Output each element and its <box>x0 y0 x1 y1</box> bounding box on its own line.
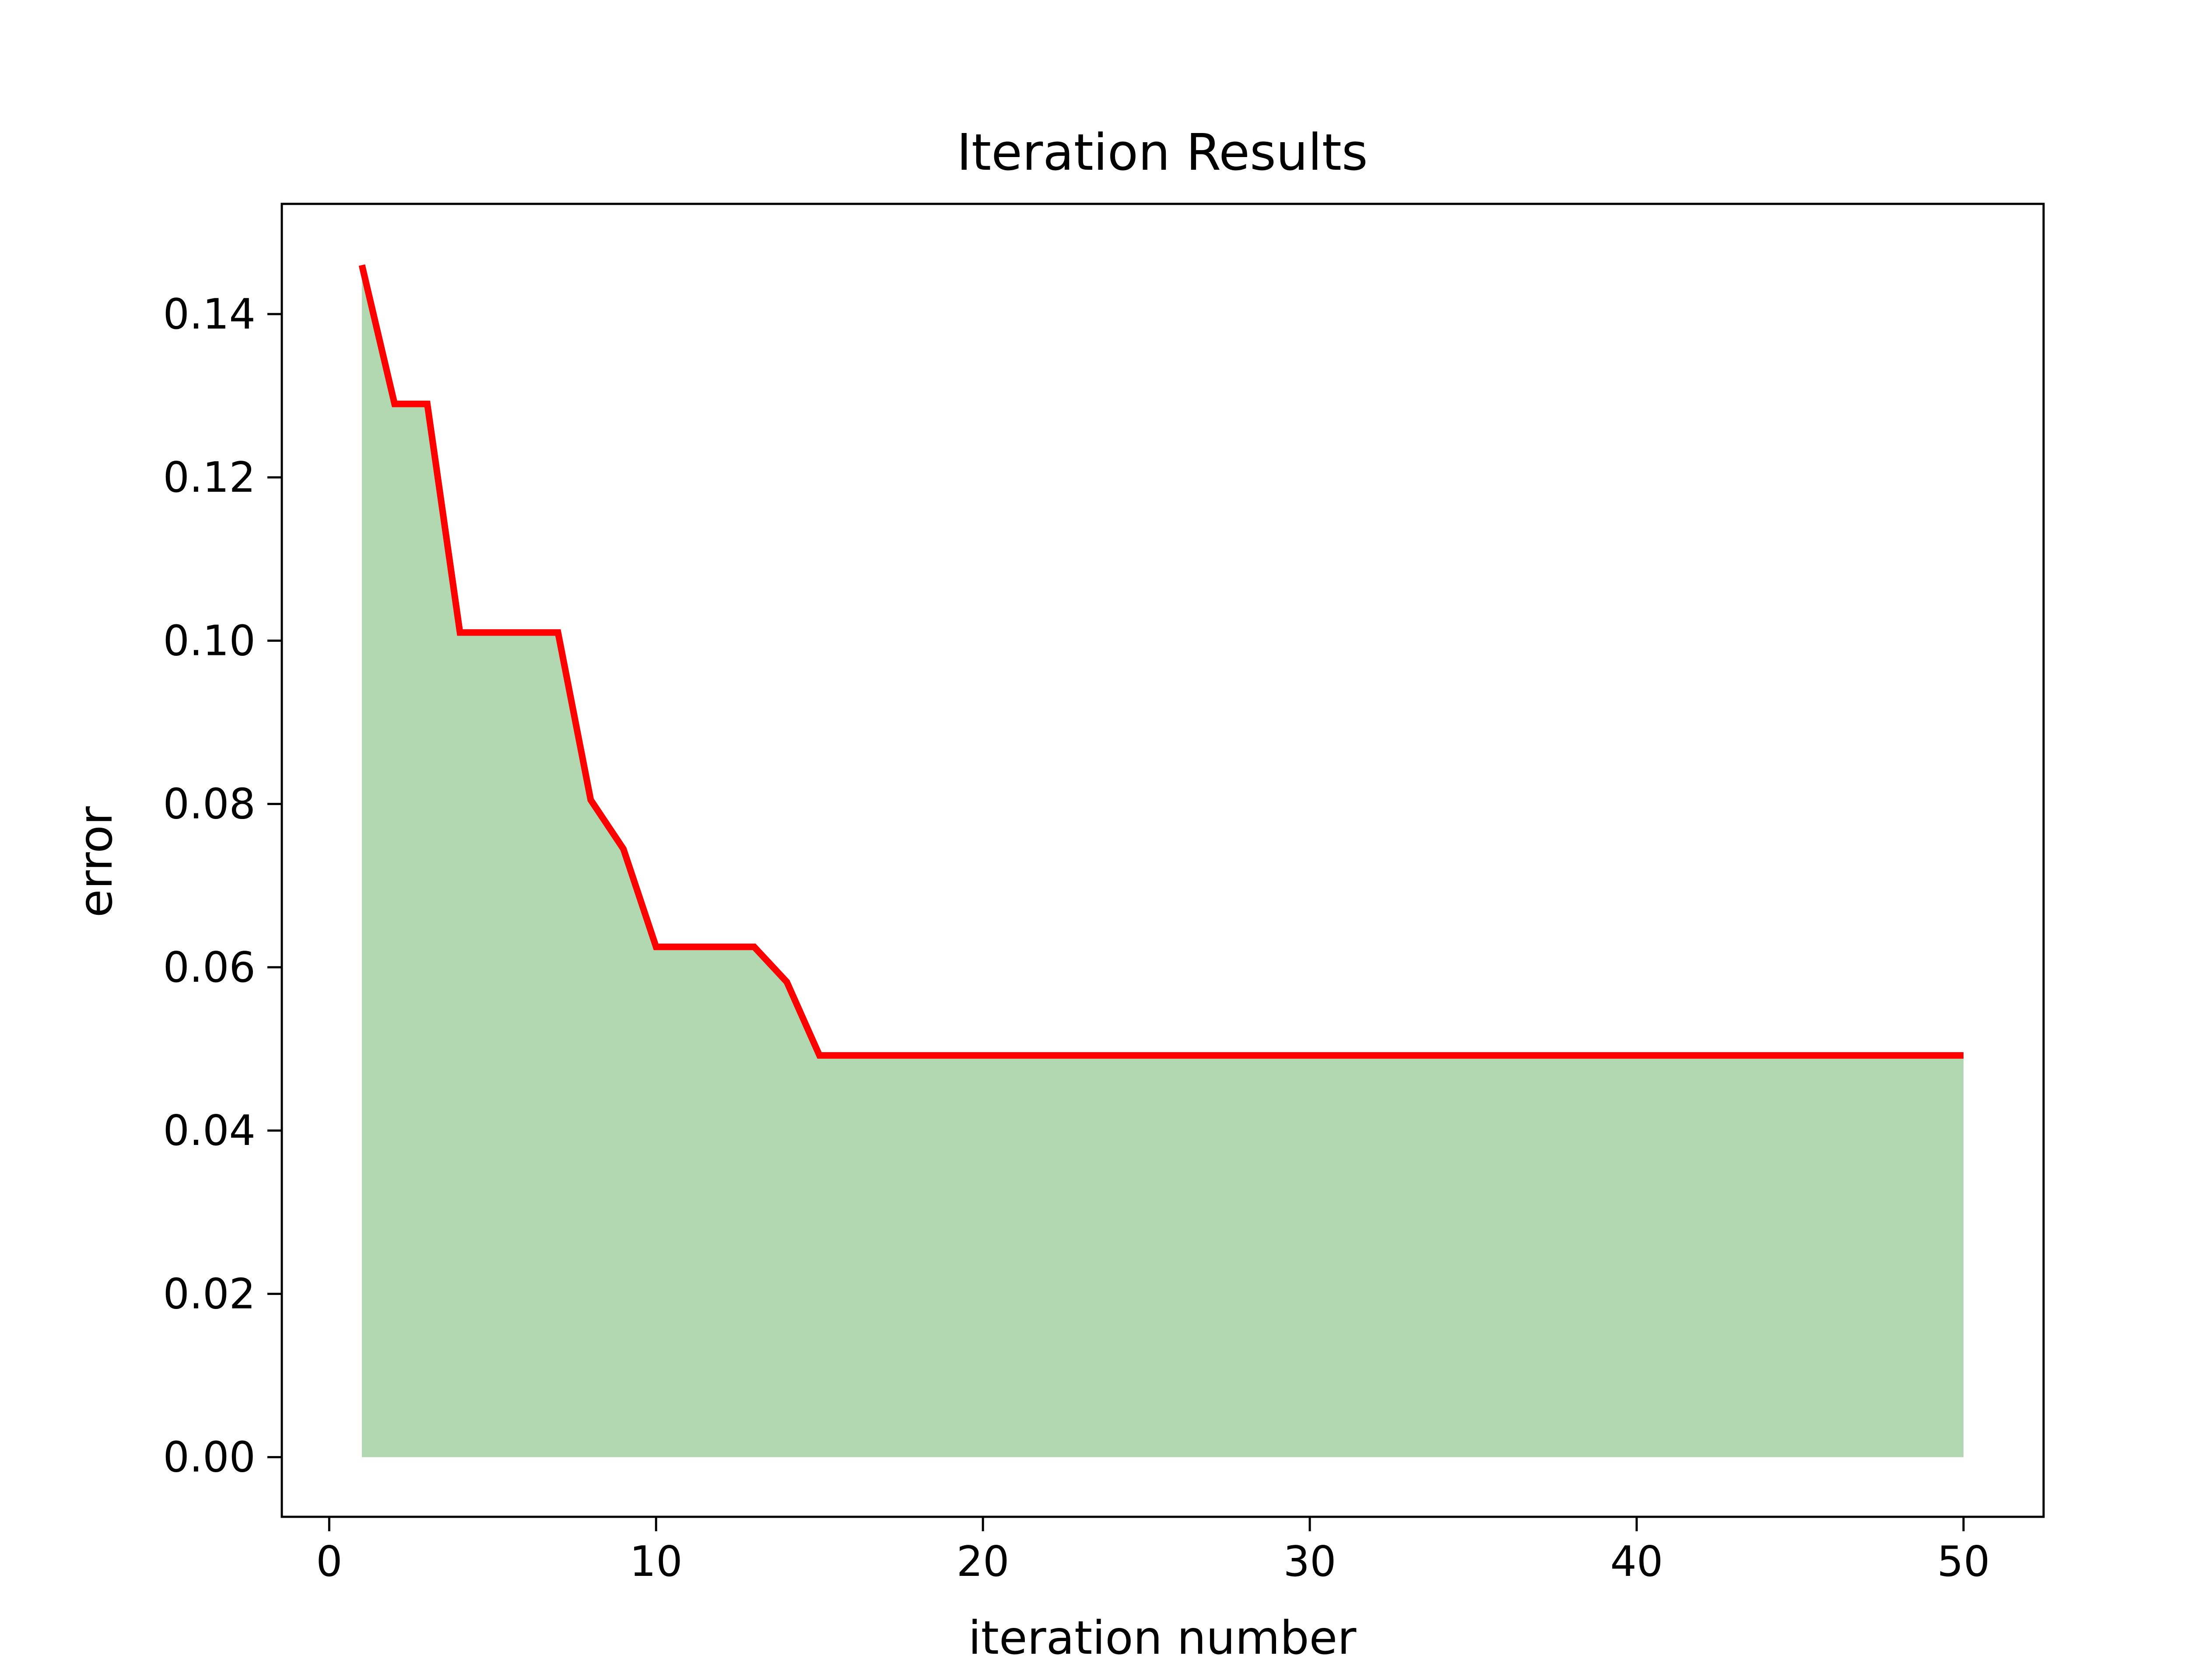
y-axis: 0.00 0.02 0.04 0.06 0.08 0.10 0.12 0.14 <box>163 290 282 1482</box>
plot-area <box>358 264 1964 1457</box>
x-tick-label: 10 <box>630 1538 683 1586</box>
x-tick-label: 50 <box>1937 1538 1990 1586</box>
x-axis-label: iteration number <box>968 1611 1357 1665</box>
y-tick-label: 0.00 <box>163 1434 256 1482</box>
y-tick-label: 0.08 <box>163 780 256 829</box>
x-axis: 0 10 20 30 40 50 <box>316 1517 1990 1586</box>
x-tick-label: 20 <box>957 1538 1010 1586</box>
y-tick-label: 0.02 <box>163 1270 256 1318</box>
y-tick-label: 0.10 <box>163 617 256 665</box>
y-tick-label: 0.04 <box>163 1107 256 1155</box>
x-tick-label: 0 <box>316 1538 342 1586</box>
y-tick-label: 0.14 <box>163 290 256 339</box>
series-line <box>358 264 1964 1059</box>
x-tick-label: 30 <box>1283 1538 1336 1586</box>
plot-frame <box>281 203 2045 1518</box>
chart-title: Iteration Results <box>957 123 1368 182</box>
series-area <box>362 265 1964 1457</box>
y-axis-label: error <box>69 806 123 917</box>
y-tick-label: 0.06 <box>163 944 256 992</box>
y-tick-label: 0.12 <box>163 454 256 502</box>
x-tick-label: 40 <box>1610 1538 1663 1586</box>
